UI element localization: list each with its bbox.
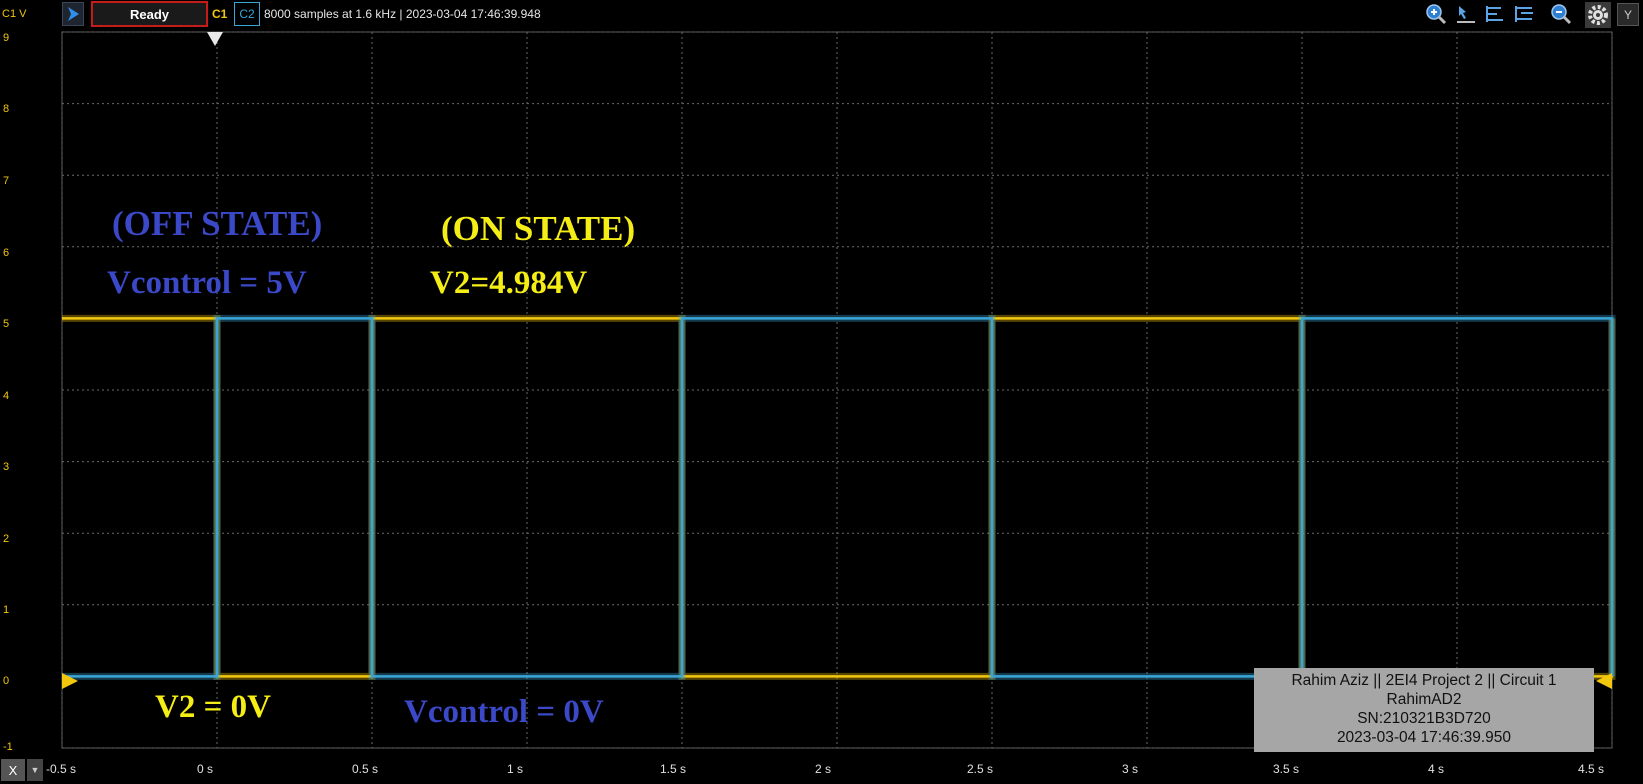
gear-icon[interactable] <box>1585 2 1611 28</box>
x-tick-label: 2.5 s <box>967 762 994 776</box>
x-axis-button[interactable]: X <box>1 759 25 781</box>
channel2-toggle[interactable]: C2 <box>234 2 260 26</box>
run-button[interactable] <box>62 2 84 26</box>
trigger-marker[interactable] <box>207 32 223 46</box>
y-tick-label: 2 <box>3 533 10 545</box>
v2-high-label: V2=4.984V <box>430 265 588 301</box>
y-axis-button[interactable]: Y <box>1617 3 1639 26</box>
x-tick-label: 0 s <box>197 762 214 776</box>
device-info-box: Rahim Aziz || 2EI4 Project 2 || Circuit … <box>1254 668 1594 752</box>
x-tick-label: 3 s <box>1122 762 1139 776</box>
v2-zero-label: V2 = 0V <box>155 689 271 725</box>
x-tick-label: 4.5 s <box>1578 762 1605 776</box>
info-device-name: RahimAD2 <box>1386 691 1462 708</box>
play-icon <box>68 7 79 21</box>
c1-offset-marker[interactable] <box>62 673 78 689</box>
x-tick-label: 1.5 s <box>660 762 687 776</box>
trace-c2 <box>62 317 1614 678</box>
info-title: Rahim Aziz || 2EI4 Project 2 || Circuit … <box>1291 672 1557 689</box>
c1-right-marker[interactable] <box>1596 673 1612 689</box>
vcontrol-5v-label: Vcontrol = 5V <box>107 265 307 301</box>
y-tick-label: 0 <box>3 675 10 687</box>
y-tick-label: 3 <box>3 461 10 473</box>
vcontrol-0v-label: Vcontrol = 0V <box>404 694 604 730</box>
run-state-button[interactable]: Ready <box>91 1 208 27</box>
plot-grid <box>61 31 1613 749</box>
x-tick-label: 2 s <box>815 762 832 776</box>
acquisition-status: 8000 samples at 1.6 kHz | 2023-03-04 17:… <box>264 7 541 21</box>
x-tick-label: -0.5 s <box>46 762 77 776</box>
x-tick-label: 4 s <box>1428 762 1445 776</box>
info-timestamp: 2023-03-04 17:46:39.950 <box>1336 729 1512 746</box>
zoom-fit-icon[interactable] <box>1550 3 1572 25</box>
x-tick-label: 3.5 s <box>1273 762 1300 776</box>
chevron-down-icon[interactable]: ▼ <box>27 759 43 781</box>
y-tick-label: 8 <box>3 103 10 115</box>
y-tick-label: 1 <box>3 604 10 616</box>
y-axis-unit-label: C1 V <box>2 8 27 20</box>
align-left-icon[interactable] <box>1484 3 1506 25</box>
zoom-in-icon[interactable] <box>1425 3 1447 25</box>
y-tick-label: 4 <box>3 390 10 402</box>
x-tick-label: 0.5 s <box>352 762 379 776</box>
off-state-label: (OFF STATE) <box>112 204 323 243</box>
align-stack-icon[interactable] <box>1513 3 1535 25</box>
y-tick-label: 6 <box>3 247 10 259</box>
y-tick-label: 5 <box>3 318 10 330</box>
y-tick-label: 7 <box>3 175 10 187</box>
on-state-label: (ON STATE) <box>441 209 636 248</box>
toolbar: C1 V Ready C1 C2 8000 samples at 1.6 kHz… <box>0 0 1643 30</box>
info-serial: SN:210321B3D720 <box>1357 710 1491 727</box>
channel1-toggle[interactable]: C1 <box>212 7 228 21</box>
x-tick-label: 1 s <box>507 762 524 776</box>
cursor-icon[interactable] <box>1455 3 1477 25</box>
y-tick-label: 9 <box>3 32 10 44</box>
y-tick-label: -1 <box>3 741 13 753</box>
